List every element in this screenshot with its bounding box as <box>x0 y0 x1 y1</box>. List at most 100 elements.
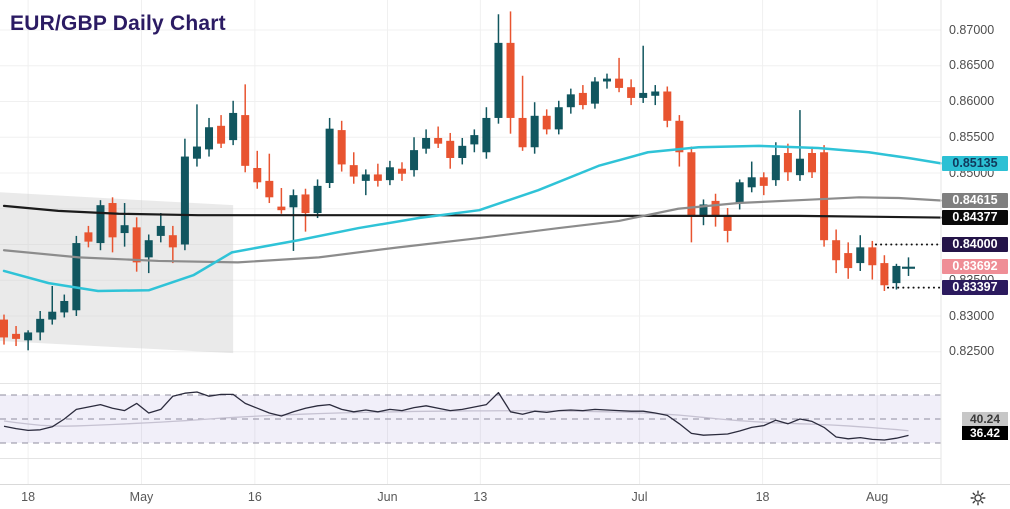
candle-body[interactable] <box>458 145 467 158</box>
candle-body[interactable] <box>24 332 33 341</box>
candle-body[interactable] <box>361 174 370 181</box>
candle-body[interactable] <box>844 253 853 269</box>
candle-body[interactable] <box>711 200 720 217</box>
candle-body[interactable] <box>542 115 551 130</box>
candle-body[interactable] <box>880 263 889 286</box>
candle-body[interactable] <box>518 117 527 148</box>
candle-body[interactable] <box>434 137 443 144</box>
candle-body[interactable] <box>832 240 841 261</box>
candle-body[interactable] <box>735 182 744 204</box>
candle-body[interactable] <box>36 318 45 333</box>
candle-body[interactable] <box>337 130 346 165</box>
candle-body[interactable] <box>675 120 684 153</box>
candle-body[interactable] <box>615 78 624 88</box>
ma-fast-price-tag: 0.85135 <box>942 155 1008 171</box>
candle-body[interactable] <box>12 333 21 339</box>
candle-body[interactable] <box>590 81 599 104</box>
candle-body[interactable] <box>156 225 165 236</box>
price-axis-label: 0.86500 <box>949 58 995 73</box>
candle-body[interactable] <box>180 156 189 245</box>
candle-body[interactable] <box>96 205 105 244</box>
ma-slow-line <box>2 204 943 219</box>
time-axis-label: 18 <box>755 490 770 504</box>
candle-body[interactable] <box>856 247 865 264</box>
candle-body[interactable] <box>385 167 394 181</box>
price-axis-label: 0.86000 <box>949 94 995 108</box>
candle-body[interactable] <box>144 240 153 258</box>
candle-body[interactable] <box>771 155 780 181</box>
time-axis-label: Jul <box>631 490 648 504</box>
candle-body[interactable] <box>241 115 250 166</box>
settings-gear-icon[interactable] <box>969 489 987 507</box>
candle-body[interactable] <box>301 194 310 214</box>
candle-body[interactable] <box>277 206 286 211</box>
candle-body[interactable] <box>192 146 201 159</box>
candle-body[interactable] <box>253 167 262 183</box>
candle-body[interactable] <box>0 319 8 338</box>
time-axis-label: May <box>129 490 154 504</box>
candle-body[interactable] <box>108 203 117 238</box>
candle-body[interactable] <box>663 91 672 121</box>
candle-body[interactable] <box>48 311 57 320</box>
candle-body[interactable] <box>687 152 696 216</box>
candle-body[interactable] <box>410 150 419 171</box>
price-axis-label: 0.87000 <box>949 22 995 37</box>
candle-body[interactable] <box>397 168 406 174</box>
ma-fast-line <box>2 144 943 293</box>
candle-body[interactable] <box>132 227 141 263</box>
candle-body[interactable] <box>494 42 503 118</box>
candle-body[interactable] <box>446 140 455 158</box>
candle-body[interactable] <box>349 165 358 177</box>
candle-body[interactable] <box>325 128 334 184</box>
candle-body[interactable] <box>759 177 768 186</box>
candle-body[interactable] <box>72 243 81 311</box>
chart-title: EUR/GBP Daily Chart <box>10 12 226 35</box>
ma-mid-price-tag: 0.84615 <box>942 193 1008 209</box>
candle-body[interactable] <box>120 225 129 234</box>
candle-body[interactable] <box>229 112 238 141</box>
candle-body[interactable] <box>820 152 829 241</box>
candle-body[interactable] <box>868 247 877 266</box>
candle-body[interactable] <box>699 204 708 216</box>
candle-body[interactable] <box>84 232 93 242</box>
candle-body[interactable] <box>902 266 915 269</box>
price-axis-label: 0.82500 <box>949 344 995 359</box>
candle-body[interactable] <box>627 87 636 98</box>
level-price-tag: 0.84000 <box>942 237 1008 252</box>
candle-body[interactable] <box>723 215 732 231</box>
candle-body[interactable] <box>313 185 322 214</box>
time-axis-label: 18 <box>21 490 36 504</box>
time-axis-label: Aug <box>866 490 889 504</box>
candle-body[interactable] <box>530 115 539 148</box>
candle-body[interactable] <box>470 135 479 145</box>
candle-body[interactable] <box>60 300 69 313</box>
candle-body[interactable] <box>892 265 901 284</box>
candle-body[interactable] <box>205 127 214 150</box>
candle-body[interactable] <box>566 94 575 108</box>
candle-body[interactable] <box>554 107 563 130</box>
price-axis-label: 0.85500 <box>949 129 995 144</box>
candle-body[interactable] <box>482 117 491 153</box>
candle-body[interactable] <box>747 177 756 188</box>
candle-body[interactable] <box>289 195 298 208</box>
candle-body[interactable] <box>808 152 817 173</box>
trend-channel-shading <box>0 192 234 354</box>
time-axis-label: Jun <box>377 490 398 504</box>
candle-body[interactable] <box>217 125 226 144</box>
candle-body[interactable] <box>168 235 177 248</box>
time-axis-label: 13 <box>473 490 488 504</box>
candle-body[interactable] <box>373 174 382 181</box>
candle-body[interactable] <box>506 42 515 118</box>
candle-body[interactable] <box>603 78 611 82</box>
candle-body[interactable] <box>578 92 587 106</box>
candle-body[interactable] <box>783 152 792 173</box>
candle-body[interactable] <box>265 180 274 198</box>
candle-body[interactable] <box>795 158 804 176</box>
candle-body[interactable] <box>639 92 648 98</box>
candle-body[interactable] <box>422 137 431 149</box>
price-axis-label: 0.83000 <box>949 308 995 323</box>
candle-body[interactable] <box>651 91 660 96</box>
ma-mid-line <box>2 196 943 264</box>
